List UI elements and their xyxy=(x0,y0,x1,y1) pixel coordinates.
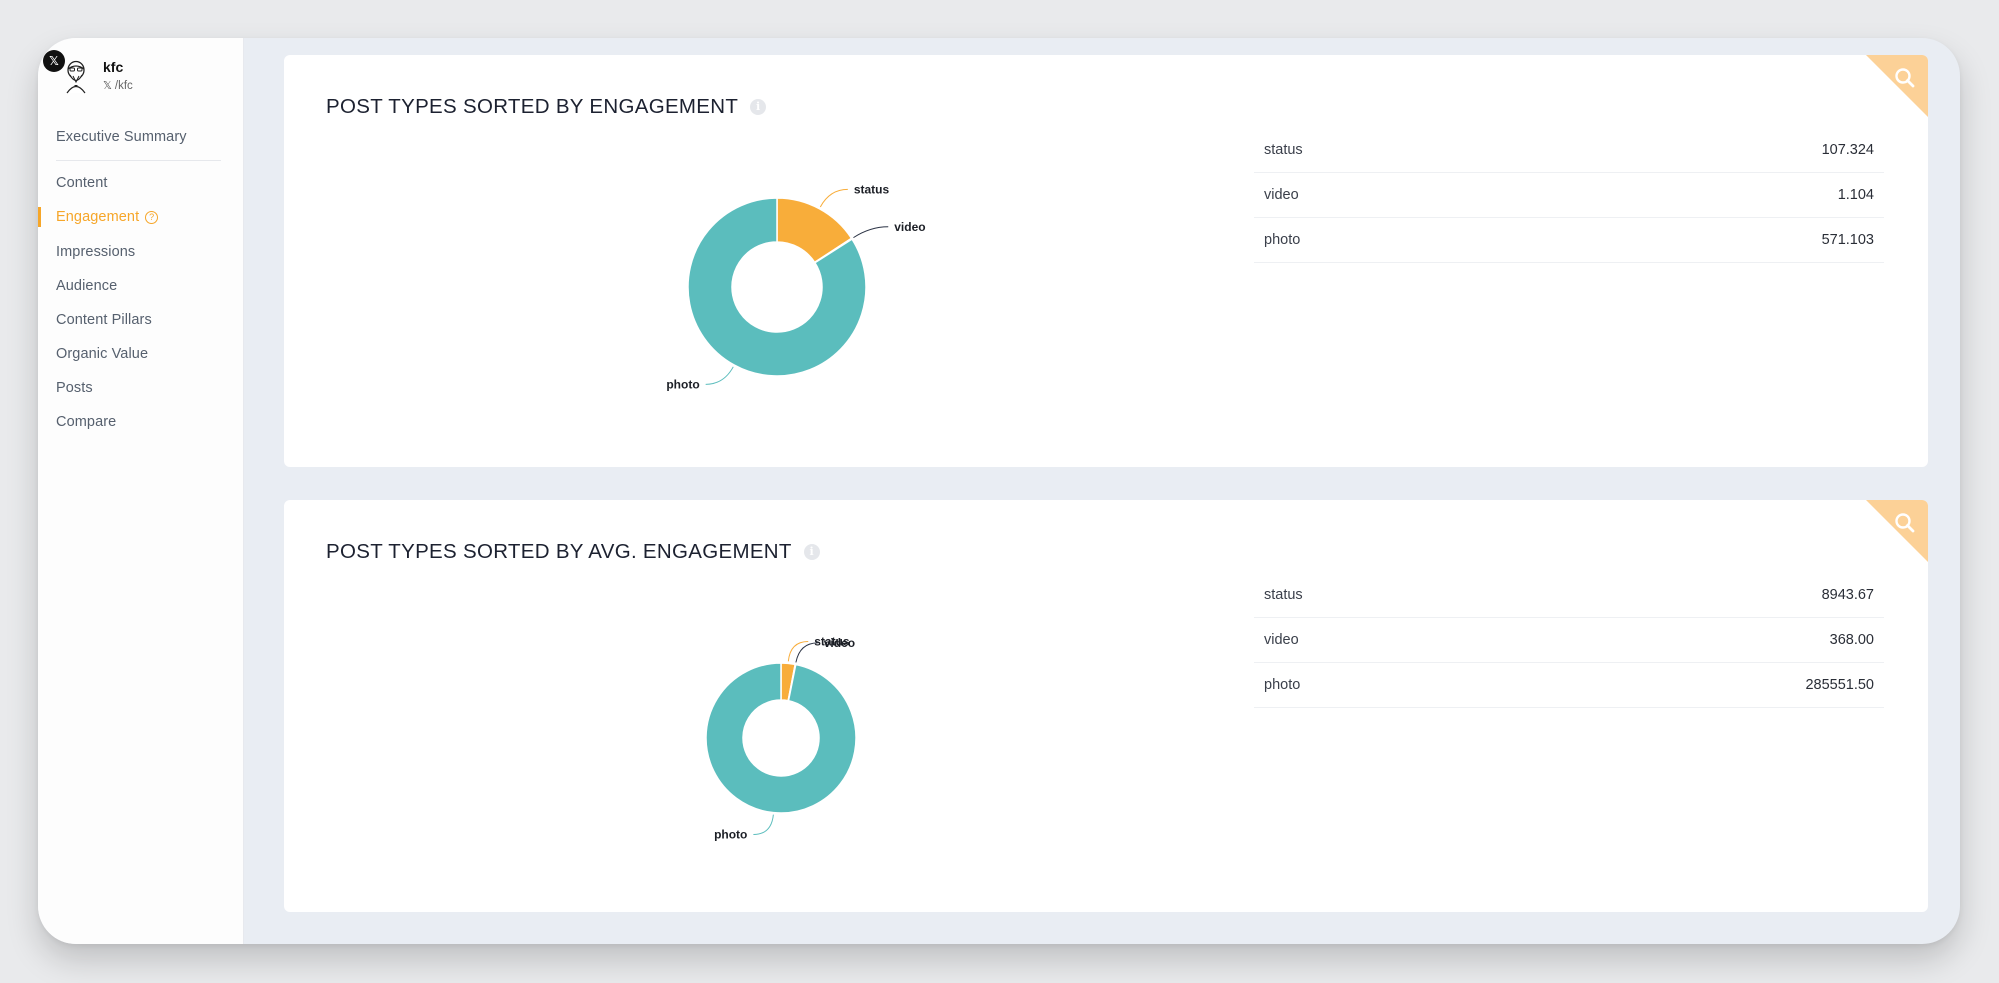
sidebar-item-content-pillars[interactable]: Content Pillars xyxy=(56,312,152,328)
slice-label-status: status xyxy=(814,634,850,648)
table-row: photo 571.103 xyxy=(1254,218,1884,263)
engagement-card: POST TYPES SORTED BY ENGAGEMENT i status… xyxy=(284,55,1928,467)
x-small-icon: 𝕏 xyxy=(103,80,112,92)
sidebar-item-posts[interactable]: Posts xyxy=(56,380,93,396)
donut-chart-engagement: status video photo xyxy=(644,155,964,435)
table-row: status 107.324 xyxy=(1254,128,1884,173)
sidebar-item-audience[interactable]: Audience xyxy=(56,278,118,294)
info-icon[interactable]: i xyxy=(803,544,820,560)
sidebar-item-organic-value[interactable]: Organic Value xyxy=(56,346,149,362)
card-title: POST TYPES SORTED BY AVG. ENGAGEMENT xyxy=(326,540,792,563)
sidebar-item-executive-summary[interactable]: Executive Summary xyxy=(56,129,187,145)
sidebar-item-content[interactable]: Content xyxy=(56,175,108,191)
sidebar-item-compare[interactable]: Compare xyxy=(56,414,117,430)
app-window: 𝕏 kfc 𝕏/kfc Executive Summary Content En… xyxy=(38,38,1960,944)
pie-slice-photo xyxy=(705,662,857,814)
card-title-row: POST TYPES SORTED BY AVG. ENGAGEMENT i xyxy=(326,540,820,564)
leader-line-photo xyxy=(705,366,734,385)
slice-label-photo: photo xyxy=(666,377,699,391)
engagement-table: status 107.324 video 1.104 photo 571.103 xyxy=(1254,128,1884,263)
sidebar-item-engagement[interactable]: Engagement? xyxy=(38,207,159,227)
zoom-corner-button[interactable] xyxy=(1866,55,1928,117)
profile-handle: /kfc xyxy=(114,80,133,92)
x-logo-icon: 𝕏 xyxy=(43,50,65,72)
donut-chart-svg: status video photo xyxy=(666,182,925,391)
info-icon[interactable]: i xyxy=(750,99,767,115)
leader-line-photo xyxy=(753,814,774,836)
slice-label-video: video xyxy=(894,220,925,234)
leader-line-video xyxy=(795,642,818,663)
slice-label-video: video xyxy=(824,636,855,650)
sidebar-item-impressions[interactable]: Impressions xyxy=(56,244,136,260)
card-title: POST TYPES SORTED BY ENGAGEMENT xyxy=(326,95,739,118)
sidebar: 𝕏 kfc 𝕏/kfc Executive Summary Content En… xyxy=(38,38,244,944)
table-row: video 368.00 xyxy=(1254,618,1884,663)
donut-chart-avg-engagement: status video photo xyxy=(644,600,964,880)
avatar xyxy=(62,60,90,94)
leader-line-video xyxy=(853,226,889,239)
table-row: photo 285551.50 xyxy=(1254,663,1884,708)
leader-line-status xyxy=(819,188,848,208)
table-row: status 8943.67 xyxy=(1254,573,1884,618)
nav-divider xyxy=(56,160,221,161)
profile-handle-row: 𝕏/kfc xyxy=(103,79,133,92)
avg-engagement-card: POST TYPES SORTED BY AVG. ENGAGEMENT i s… xyxy=(284,500,1928,912)
leader-line-status xyxy=(787,640,809,662)
table-row: video 1.104 xyxy=(1254,173,1884,218)
question-circle-icon[interactable]: ? xyxy=(145,211,159,224)
slice-label-status: status xyxy=(854,182,890,196)
pie-slice-photo xyxy=(687,197,867,377)
card-title-row: POST TYPES SORTED BY ENGAGEMENT i xyxy=(326,95,767,119)
slice-label-photo: photo xyxy=(714,828,747,842)
avg-engagement-table: status 8943.67 video 368.00 photo 285551.50 xyxy=(1254,573,1884,708)
zoom-corner-button[interactable] xyxy=(1866,500,1928,562)
profile-name: kfc xyxy=(103,59,124,75)
